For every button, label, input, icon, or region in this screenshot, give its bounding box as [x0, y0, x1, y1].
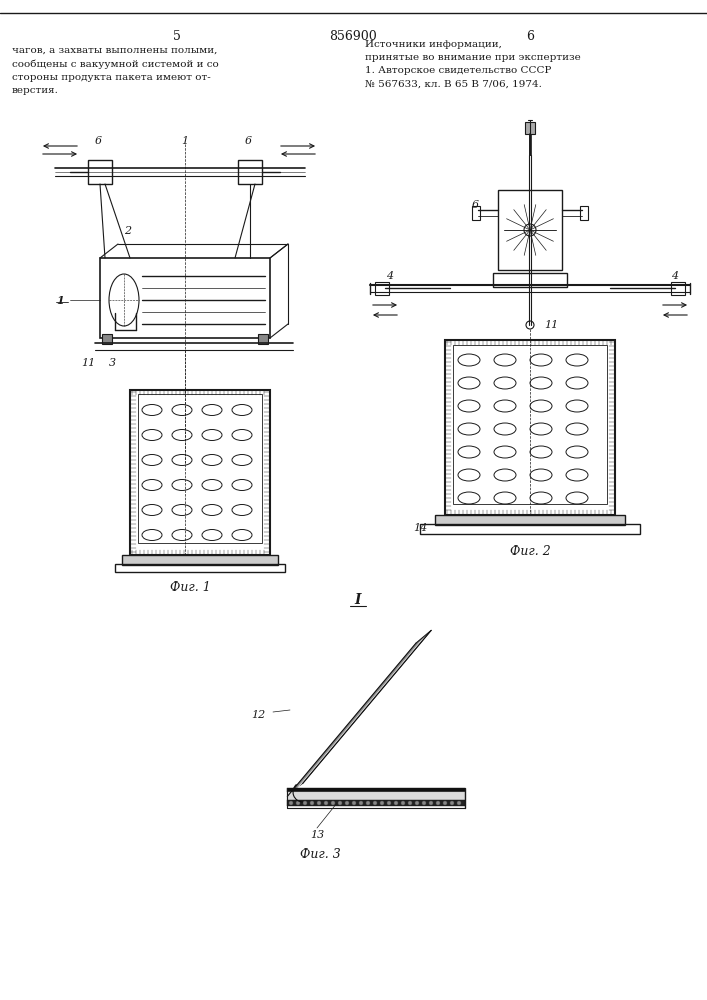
Bar: [525, 122, 535, 134]
Bar: [375, 282, 389, 295]
Bar: [258, 334, 268, 344]
Circle shape: [303, 801, 307, 805]
Bar: [287, 788, 465, 792]
Circle shape: [359, 801, 363, 805]
Bar: [287, 800, 465, 806]
Text: 11: 11: [81, 358, 95, 368]
Bar: [671, 282, 685, 295]
Text: 856900: 856900: [329, 30, 377, 43]
Bar: [138, 394, 262, 543]
Text: 6: 6: [472, 200, 479, 210]
Circle shape: [366, 801, 370, 805]
Text: 6: 6: [245, 136, 252, 146]
Bar: [88, 160, 112, 184]
Bar: [420, 524, 640, 534]
Text: 1: 1: [56, 294, 64, 306]
Polygon shape: [300, 630, 431, 786]
Circle shape: [415, 801, 419, 805]
Bar: [102, 334, 112, 344]
Circle shape: [338, 801, 342, 805]
Polygon shape: [295, 633, 428, 790]
Text: 5: 5: [173, 30, 181, 43]
Text: 3: 3: [108, 358, 115, 368]
Circle shape: [373, 801, 377, 805]
Bar: [453, 345, 607, 504]
Circle shape: [352, 801, 356, 805]
Bar: [445, 340, 615, 515]
Text: I: I: [355, 593, 361, 607]
Text: 13: 13: [310, 830, 324, 840]
Text: Фиг. 3: Фиг. 3: [300, 848, 340, 861]
Circle shape: [457, 801, 461, 805]
Text: 6: 6: [95, 136, 102, 146]
Circle shape: [408, 801, 412, 805]
Text: 12: 12: [251, 710, 265, 720]
Circle shape: [317, 801, 321, 805]
Circle shape: [296, 801, 300, 805]
Bar: [287, 792, 465, 800]
Bar: [130, 390, 270, 555]
Text: 14: 14: [413, 523, 427, 533]
Text: 2: 2: [124, 226, 132, 236]
Circle shape: [429, 801, 433, 805]
Bar: [122, 555, 278, 565]
Text: 6: 6: [526, 30, 534, 43]
Bar: [472, 206, 480, 220]
Circle shape: [380, 801, 384, 805]
Text: 11: 11: [544, 320, 559, 330]
Circle shape: [331, 801, 335, 805]
Text: Фиг. 2: Фиг. 2: [510, 545, 550, 558]
Bar: [100, 258, 270, 338]
Bar: [580, 206, 588, 220]
Circle shape: [436, 801, 440, 805]
Circle shape: [387, 801, 391, 805]
Text: 1: 1: [182, 136, 189, 146]
Text: Источники информации,
принятые во внимание при экспертизе
1. Авторское свидетель: Источники информации, принятые во вниман…: [365, 40, 580, 89]
Bar: [498, 190, 562, 270]
Bar: [238, 160, 262, 184]
Circle shape: [401, 801, 405, 805]
Text: 4: 4: [387, 271, 394, 281]
Text: 4: 4: [672, 271, 679, 281]
Circle shape: [450, 801, 454, 805]
Circle shape: [394, 801, 398, 805]
Bar: [493, 273, 567, 287]
Bar: [115, 564, 285, 572]
Bar: [435, 515, 625, 525]
Text: чагов, а захваты выполнены полыми,
сообщены с вакуумной системой и со
стороны пр: чагов, а захваты выполнены полыми, сообщ…: [12, 46, 218, 95]
Circle shape: [422, 801, 426, 805]
Circle shape: [345, 801, 349, 805]
Circle shape: [324, 801, 328, 805]
Circle shape: [443, 801, 447, 805]
Text: Фиг. 1: Фиг. 1: [170, 581, 211, 594]
Circle shape: [289, 801, 293, 805]
Polygon shape: [287, 637, 423, 796]
Circle shape: [310, 801, 314, 805]
